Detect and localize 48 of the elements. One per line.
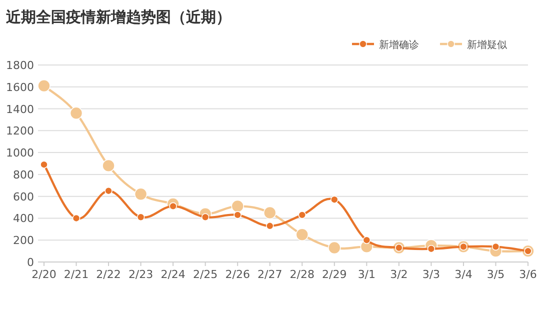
y-tick-label: 1200 [6, 124, 34, 138]
point [263, 206, 276, 220]
x-tick-label: 3/2 [390, 268, 408, 281]
x-tick-label: 2/23 [128, 268, 154, 281]
x-tick-label: 2/25 [192, 268, 218, 281]
x-tick-label: 2/29 [322, 268, 347, 281]
point [492, 242, 500, 251]
x-tick-label: 2/26 [225, 268, 250, 281]
x-tick-label: 2/24 [160, 268, 186, 281]
point [104, 186, 112, 195]
y-tick-label: 1800 [6, 59, 34, 72]
point [234, 211, 242, 219]
legend-label: 新增疑似 [467, 39, 507, 51]
x-tick-label: 3/5 [486, 268, 505, 281]
point [330, 196, 338, 204]
y-tick-label: 800 [13, 168, 34, 182]
point [266, 222, 274, 230]
y-tick-label: 200 [13, 234, 34, 248]
point [40, 160, 48, 168]
x-tick-label: 2/27 [258, 268, 282, 281]
point [427, 244, 436, 253]
point [298, 211, 306, 219]
point [70, 106, 83, 120]
y-tick-label: 400 [13, 212, 34, 226]
point [362, 236, 371, 244]
x-tick-label: 3/3 [422, 268, 440, 281]
x-tick-label: 2/20 [32, 268, 56, 281]
x-tick-label: 3/1 [358, 268, 376, 281]
y-tick-label: 1600 [6, 80, 34, 94]
x-tick-label: 3/4 [454, 268, 472, 281]
x-tick-label: 2/22 [96, 268, 121, 281]
x-tick-label: 2/21 [64, 268, 89, 281]
point [102, 159, 115, 172]
point [38, 79, 50, 92]
legend-label: 新增确诊 [379, 39, 419, 51]
point [136, 213, 145, 222]
point [134, 188, 148, 201]
point [328, 241, 341, 254]
y-tick-label: 1400 [6, 102, 34, 116]
point [72, 214, 80, 222]
point [296, 228, 309, 242]
y-tick-label: 1000 [6, 146, 34, 160]
y-tick-label: 0 [27, 256, 34, 269]
x-tick-label: 2/28 [290, 268, 314, 281]
title: 近期全国疫情新增趋势图（近期） [6, 8, 231, 26]
x-tick-label: 3/6 [519, 268, 537, 281]
point [231, 200, 244, 213]
y-tick-label: 600 [13, 190, 34, 204]
